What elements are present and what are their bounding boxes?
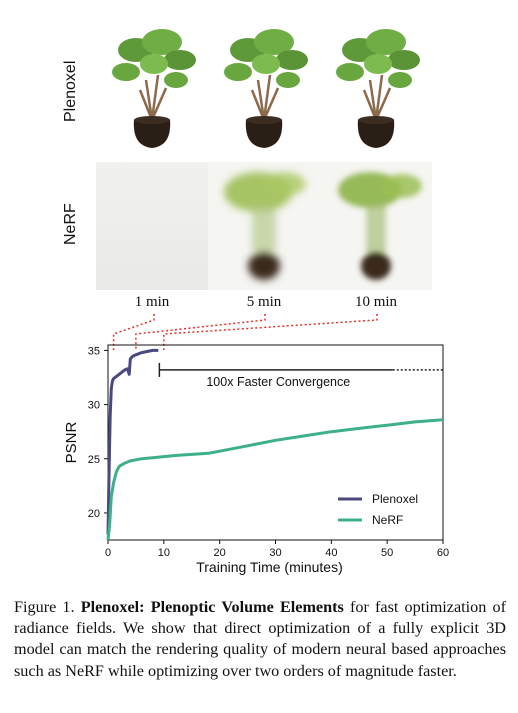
time-label-10min: 10 min xyxy=(354,294,398,310)
time-label-1min: 1 min xyxy=(134,294,170,310)
psnr-chart: 0 10 20 30 40 50 60 20 25 30 35 100x Faster Conver… xyxy=(63,314,449,575)
x-tick-label: 40 xyxy=(325,547,337,559)
plant-icon xyxy=(336,29,420,148)
blurry-plant-icon xyxy=(338,172,422,280)
series-line-plenoxel xyxy=(106,348,159,535)
legend-label-plenoxel: Plenoxel xyxy=(372,492,418,506)
series-layer xyxy=(106,348,444,541)
plant-icon xyxy=(224,29,308,148)
y-tick-label: 30 xyxy=(88,400,100,412)
y-tick-label: 25 xyxy=(88,454,100,466)
plenoxel-render-1min xyxy=(112,29,196,148)
nerf-render-5min xyxy=(208,162,320,290)
caption-body: for fast optimization of radiance fields… xyxy=(14,598,507,680)
caption-prefix: Figure 1. xyxy=(14,598,81,616)
plenoxel-render-10min xyxy=(336,29,420,148)
plant-icon xyxy=(112,29,196,148)
legend-label-nerf: NeRF xyxy=(372,513,403,527)
row-label-plenoxel: Plenoxel xyxy=(62,60,79,122)
axis-ticks: 0 10 20 30 40 50 60 20 25 30 35 xyxy=(88,345,449,559)
row-label-nerf: NeRF xyxy=(62,203,79,245)
time-label-5min: 5 min xyxy=(246,294,282,310)
x-axis-label: Training Time (minutes) xyxy=(196,559,343,575)
annotation-label: 100x Faster Convergence xyxy=(206,375,350,389)
y-axis-label: PSNR xyxy=(63,422,80,464)
x-tick-label: 0 xyxy=(105,547,111,559)
time-connectors xyxy=(112,314,378,350)
series-line-nerf xyxy=(106,418,444,541)
x-tick-label: 30 xyxy=(269,547,281,559)
time-connector-1 xyxy=(112,314,155,350)
annotation: 100x Faster Convergence xyxy=(158,362,443,389)
y-tick-label: 35 xyxy=(88,345,100,357)
nerf-render-1min xyxy=(96,162,208,290)
legend: Plenoxel NeRF xyxy=(338,492,418,527)
time-connector-3 xyxy=(163,314,378,350)
y-tick-label: 20 xyxy=(88,508,100,520)
caption-title: Plenoxel: Plenoptic Volume Elements xyxy=(80,598,344,616)
plenoxel-render-5min xyxy=(224,29,308,148)
x-tick-label: 60 xyxy=(437,547,449,559)
x-tick-label: 20 xyxy=(214,547,226,559)
nerf-render-10min xyxy=(320,162,432,290)
x-tick-label: 50 xyxy=(381,547,393,559)
figure-caption: Figure 1. Plenoxel: Plenoptic Volume Ele… xyxy=(14,597,506,682)
x-tick-label: 10 xyxy=(158,547,170,559)
blurry-plant-icon xyxy=(224,172,306,280)
